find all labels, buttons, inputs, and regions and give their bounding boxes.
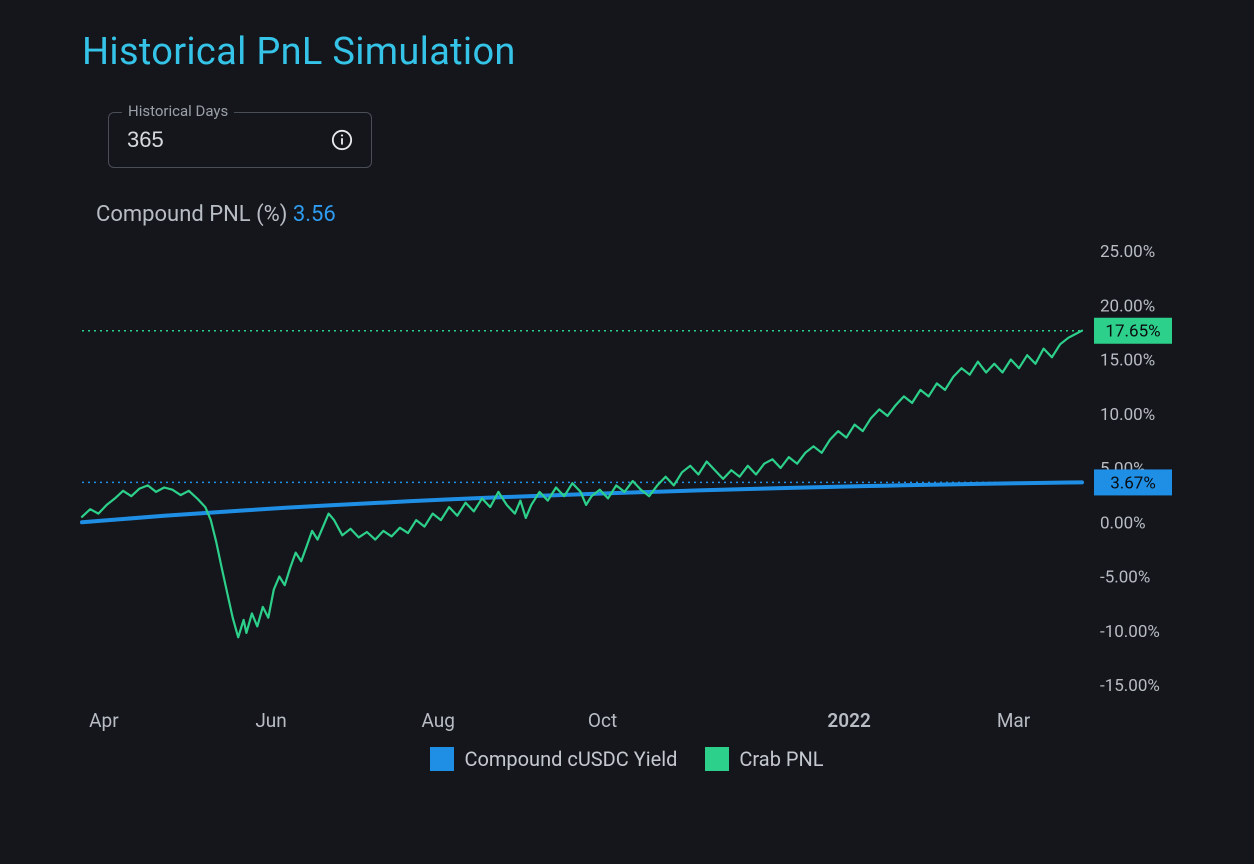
- legend-label: Crab PNL: [739, 747, 823, 771]
- compound-pnl-label: Compound PNL (%): [96, 202, 293, 227]
- legend-label: Compound cUSDC Yield: [464, 747, 677, 771]
- historical-days-label: Historical Days: [122, 102, 234, 120]
- pnl-chart-svg: 25.00%20.00%15.00%10.00%5.00%0.00%-5.00%…: [76, 235, 1176, 735]
- svg-text:Oct: Oct: [588, 709, 617, 732]
- pnl-chart[interactable]: 25.00%20.00%15.00%10.00%5.00%0.00%-5.00%…: [76, 235, 1176, 735]
- svg-text:10.00%: 10.00%: [1100, 405, 1155, 425]
- svg-text:3.67%: 3.67%: [1110, 473, 1156, 493]
- compound-pnl-summary: Compound PNL (%) 3.56: [96, 202, 1172, 227]
- legend-swatch: [430, 747, 454, 771]
- svg-text:25.00%: 25.00%: [1100, 242, 1155, 262]
- legend-item: Crab PNL: [705, 747, 823, 771]
- historical-days-input[interactable]: [127, 127, 247, 153]
- svg-text:15.00%: 15.00%: [1100, 351, 1155, 371]
- svg-text:2022: 2022: [827, 709, 871, 732]
- svg-text:-5.00%: -5.00%: [1100, 568, 1150, 588]
- svg-text:Aug: Aug: [421, 709, 454, 732]
- svg-text:Jun: Jun: [255, 709, 286, 732]
- svg-text:-15.00%: -15.00%: [1100, 676, 1160, 696]
- compound-pnl-value: 3.56: [293, 202, 336, 227]
- svg-text:0.00%: 0.00%: [1100, 513, 1146, 533]
- svg-text:20.00%: 20.00%: [1100, 296, 1155, 316]
- page-title: Historical PnL Simulation: [82, 30, 1172, 74]
- historical-days-field[interactable]: Historical Days: [108, 112, 372, 168]
- svg-text:Mar: Mar: [997, 709, 1031, 732]
- legend-item: Compound cUSDC Yield: [430, 747, 677, 771]
- svg-text:-10.00%: -10.00%: [1100, 622, 1160, 642]
- chart-legend: Compound cUSDC Yield Crab PNL: [82, 747, 1172, 771]
- legend-swatch: [705, 747, 729, 771]
- info-icon[interactable]: [331, 129, 353, 151]
- svg-text:Apr: Apr: [89, 709, 119, 732]
- svg-text:17.65%: 17.65%: [1105, 322, 1160, 342]
